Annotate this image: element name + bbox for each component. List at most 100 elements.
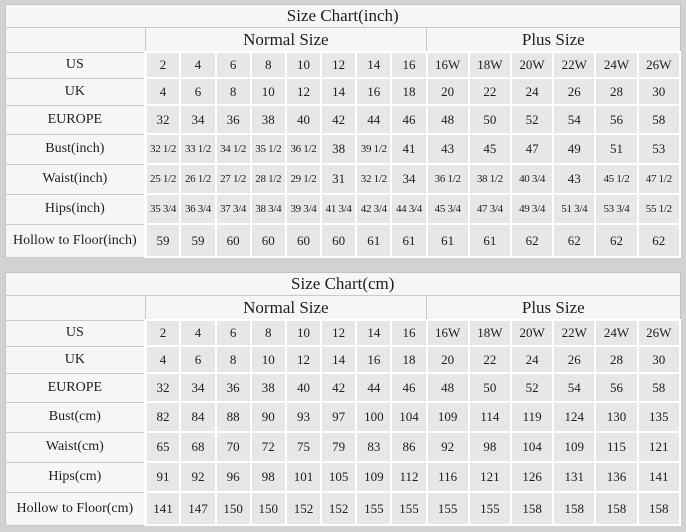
- cell-value: 34: [179, 104, 217, 135]
- cell-value: 150: [249, 491, 287, 526]
- cell-value: 96: [214, 461, 252, 493]
- cell-value: 92: [425, 431, 470, 463]
- row-label: Waist(cm): [5, 432, 147, 463]
- cell-value: 12: [320, 319, 358, 347]
- size-chart-inch-body: US 2 4 6 8 10 12 14 16 16W 18W 20W 22W 24W 26W UK 4 6 8 10 1…: [5, 51, 682, 258]
- cell-value: 50: [467, 104, 512, 135]
- table-row: EUROPE 32 34 36 38 40 42 44 46 48 50 52 54 56 58: [5, 372, 682, 403]
- cell-value: 45: [467, 133, 512, 165]
- cell-value: 152: [320, 491, 358, 526]
- column-group-row: Normal Size Plus Size: [5, 295, 680, 321]
- cell-value: 44: [355, 104, 393, 135]
- cell-value: 82: [144, 401, 182, 433]
- cell-value: 155: [425, 491, 470, 526]
- cell-value: 50: [467, 372, 512, 403]
- cell-value: 22: [467, 345, 512, 374]
- cell-value: 6: [214, 319, 252, 347]
- cell-value: 26: [552, 77, 597, 106]
- table-row: Waist(inch) 25 1/2 26 1/2 27 1/2 28 1/2 29 1/…: [5, 163, 682, 195]
- cell-value: 37 3/4: [214, 193, 252, 225]
- cell-value: 46: [390, 104, 428, 135]
- cell-value: 47 1/2: [636, 163, 682, 195]
- cell-value: 60: [214, 223, 252, 258]
- cell-value: 16: [390, 319, 428, 347]
- cell-value: 45 1/2: [594, 163, 639, 195]
- table-row: Hips(inch) 35 3/4 36 3/4 37 3/4 38 3/4 39 3/4…: [5, 193, 682, 225]
- cell-value: 54: [552, 104, 597, 135]
- cell-value: 28: [594, 77, 639, 106]
- table-row: Hollow to Floor(inch) 59 59 60 60 60 60 61 61 61 6…: [5, 223, 682, 258]
- cell-value: 43: [425, 133, 470, 165]
- cell-value: 16: [390, 51, 428, 79]
- cell-value: 34 1/2: [214, 133, 252, 165]
- cell-value: 18: [390, 77, 428, 106]
- table-row: EUROPE 32 34 36 38 40 42 44 46 48 50 52 54 56 58: [5, 104, 682, 135]
- table-row: US 2 4 6 8 10 12 14 16 16W 18W 20W 22W 24W 26W: [5, 51, 682, 79]
- cell-value: 28: [594, 345, 639, 374]
- cell-value: 41 3/4: [320, 193, 358, 225]
- cell-value: 158: [552, 491, 597, 526]
- cell-value: 30: [636, 345, 682, 374]
- row-label: EUROPE: [5, 373, 147, 403]
- cell-value: 152: [284, 491, 323, 526]
- cell-value: 33 1/2: [179, 133, 217, 165]
- cell-value: 60: [249, 223, 287, 258]
- cell-value: 24W: [594, 319, 639, 347]
- cell-value: 40: [284, 104, 323, 135]
- column-group-row: Normal Size Plus Size: [5, 27, 680, 53]
- cell-value: 83: [355, 431, 393, 463]
- cell-value: 62: [552, 223, 597, 258]
- cell-value: 36: [214, 372, 252, 403]
- cell-value: 43: [552, 163, 597, 195]
- cell-value: 91: [144, 461, 182, 493]
- cell-value: 121: [467, 461, 512, 493]
- cell-value: 119: [509, 401, 555, 433]
- table-row: Hollow to Floor(cm) 141 147 150 150 152 152 155…: [5, 491, 682, 526]
- cell-value: 55 1/2: [636, 193, 682, 225]
- cell-value: 100: [355, 401, 393, 433]
- cell-value: 4: [144, 77, 182, 106]
- cell-value: 4: [179, 51, 217, 79]
- cell-value: 22W: [552, 319, 597, 347]
- cell-value: 72: [249, 431, 287, 463]
- cell-value: 6: [214, 51, 252, 79]
- cell-value: 115: [594, 431, 639, 463]
- cell-value: 10: [284, 51, 323, 79]
- cell-value: 18: [390, 345, 428, 374]
- cell-value: 4: [144, 345, 182, 374]
- cell-value: 41: [390, 133, 428, 165]
- cell-value: 30: [636, 77, 682, 106]
- cell-value: 101: [284, 461, 323, 493]
- cell-value: 39 1/2: [355, 133, 393, 165]
- cell-value: 36 3/4: [179, 193, 217, 225]
- row-label: Waist(inch): [5, 164, 147, 195]
- cell-value: 26: [552, 345, 597, 374]
- cell-value: 155: [355, 491, 393, 526]
- cell-value: 112: [390, 461, 428, 493]
- cell-value: 98: [467, 431, 512, 463]
- cell-value: 20: [425, 345, 470, 374]
- row-label: UK: [5, 346, 147, 374]
- cell-value: 6: [179, 77, 217, 106]
- cell-value: 136: [594, 461, 639, 493]
- cell-value: 155: [390, 491, 428, 526]
- cell-value: 135: [636, 401, 682, 433]
- cell-value: 44: [355, 372, 393, 403]
- cell-value: 38: [320, 133, 358, 165]
- cell-value: 60: [284, 223, 323, 258]
- cell-value: 155: [467, 491, 512, 526]
- cell-value: 105: [320, 461, 358, 493]
- cell-value: 14: [320, 77, 358, 106]
- cell-value: 51: [594, 133, 639, 165]
- cell-value: 18W: [467, 51, 512, 79]
- cell-value: 158: [594, 491, 639, 526]
- cell-value: 68: [179, 431, 217, 463]
- cell-value: 40: [284, 372, 323, 403]
- row-label: Hips(cm): [5, 462, 147, 493]
- cell-value: 62: [594, 223, 639, 258]
- cell-value: 18W: [467, 319, 512, 347]
- cell-value: 20W: [509, 319, 555, 347]
- cell-value: 62: [509, 223, 555, 258]
- size-chart-cm-body: US 2 4 6 8 10 12 14 16 16W 18W 20W 22W 24W 26W UK 4 6 8 10 1…: [5, 319, 682, 526]
